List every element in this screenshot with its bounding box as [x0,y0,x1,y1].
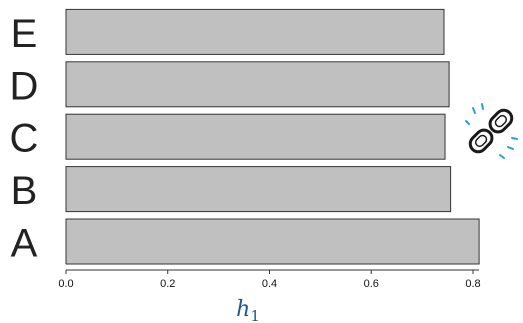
bar-b [65,166,452,213]
x-axis-ticks: 0.0 0.2 0.4 0.6 0.8 [58,270,481,290]
x-tick-label: 0.0 [58,278,73,290]
x-axis-label-subscript: 1 [250,307,260,323]
category-label-c: C [10,117,39,161]
x-tick-label: 0.6 [364,278,379,290]
x-tick-label: 0.8 [465,278,480,290]
category-label-d: D [10,64,39,108]
x-tick-label: 0.2 [160,278,175,290]
category-label-e: E [11,12,38,56]
bars [65,8,480,265]
bar-e [65,8,445,55]
broken-link-icon [468,108,514,154]
bar-c [65,113,446,160]
x-axis-label-main: h [236,297,250,322]
bar-d [65,61,450,108]
x-axis-label: h1 [236,297,260,323]
break-spark-lines [465,103,518,159]
category-label-a: A [11,222,38,266]
x-tick-label: 0.4 [262,278,277,290]
category-label-b: B [11,169,38,213]
bar-a [65,218,480,265]
